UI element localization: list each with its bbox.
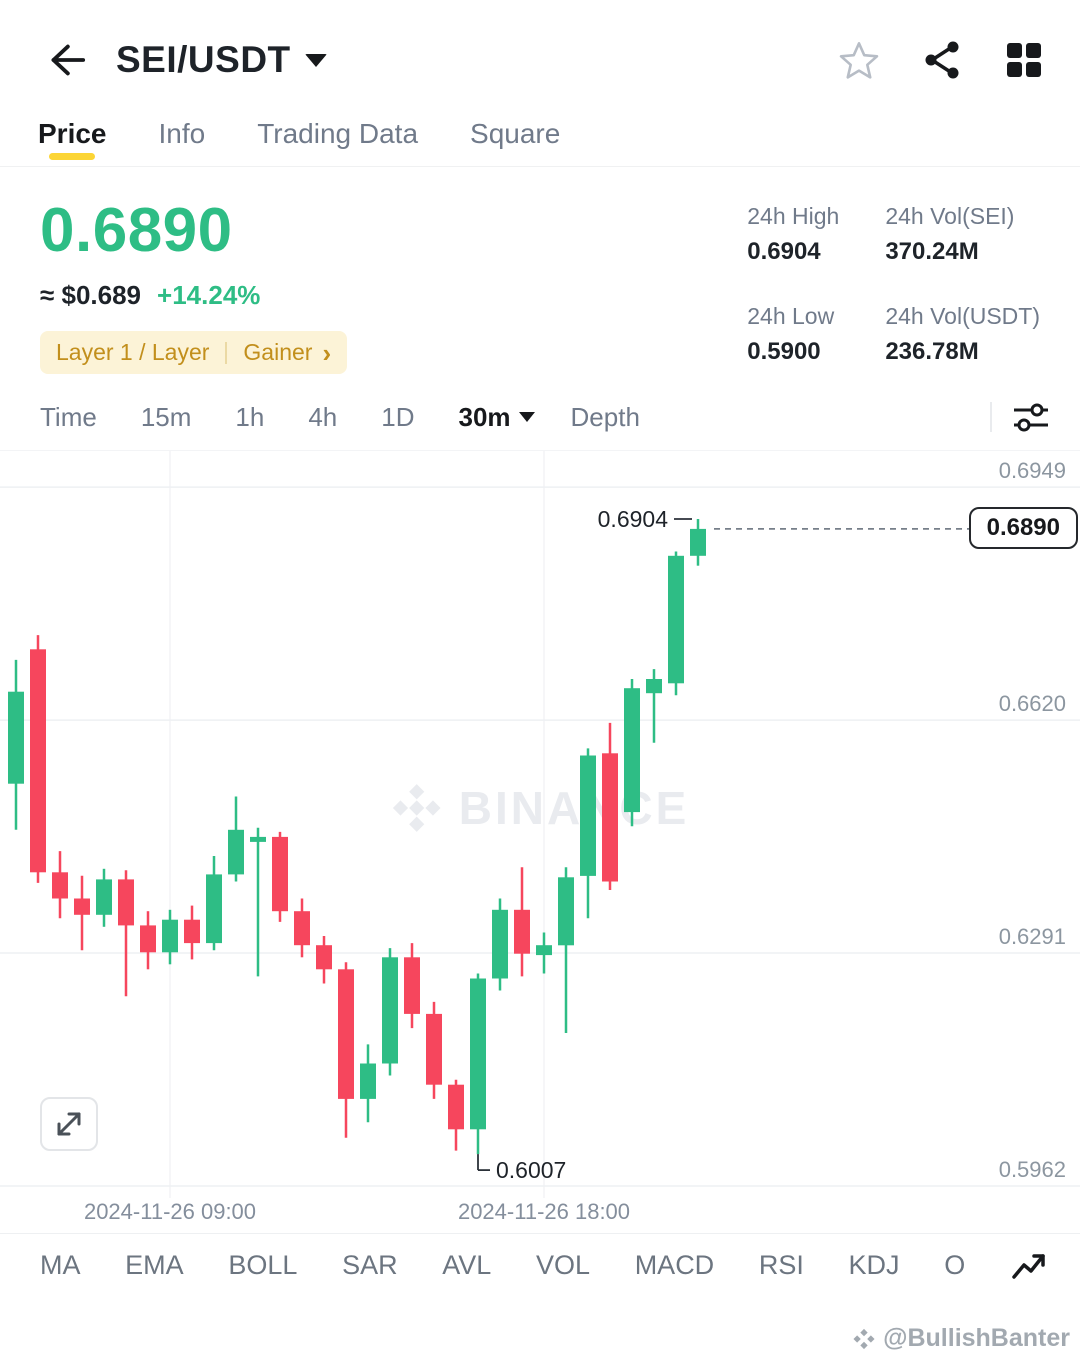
indicator-rsi[interactable]: RSI xyxy=(758,1250,804,1280)
price-change-percent: +14.24% xyxy=(157,280,261,310)
candlestick-chart[interactable]: 0.6949 0.6620 0.6291 0.5962 0.6904 0.6007 xyxy=(0,451,1080,1198)
chart-settings-icon xyxy=(1014,403,1048,432)
stat-value: 370.24M xyxy=(885,238,979,265)
pair-selector[interactable]: SEI/USDT xyxy=(116,39,327,81)
chevron-down-icon xyxy=(518,412,535,422)
page-title: SEI/USDT xyxy=(116,39,291,80)
chevron-down-icon xyxy=(304,53,327,67)
tab-trading-data[interactable]: Trading Data xyxy=(257,106,418,166)
tag-gainer: Gainer xyxy=(243,339,313,365)
tag-divider xyxy=(225,341,228,364)
indicator-vol[interactable]: VOL xyxy=(535,1250,591,1280)
indicator-kdj[interactable]: KDJ xyxy=(848,1250,900,1280)
share-button[interactable] xyxy=(922,39,962,81)
timeframe-30m-selected[interactable]: 30m xyxy=(458,401,535,433)
timeframe-4h[interactable]: 4h xyxy=(308,401,338,432)
back-arrow-icon xyxy=(51,44,86,76)
last-price: 0.6890 xyxy=(40,196,233,265)
tag-layer: Layer 1 / Layer xyxy=(56,339,210,365)
chart-area: BINANCE 0.6949 0.6620 0.6291 0.5962 0.6904 0.… xyxy=(0,450,1080,1198)
svg-text:0.6291: 0.6291 xyxy=(999,924,1066,949)
chevron-right-icon: › xyxy=(322,337,332,368)
stats-grid: 24h High 0.6904 24h Vol(SEI) 370.24M 24h… xyxy=(747,195,1040,374)
selected-timeframe-label: 30m xyxy=(458,401,511,432)
tab-price-label: Price xyxy=(38,118,107,149)
indicator-avl[interactable]: AVL xyxy=(442,1250,492,1280)
binance-watermark: BINANCE xyxy=(391,781,690,835)
expand-icon xyxy=(57,1112,81,1136)
svg-text:0.6949: 0.6949 xyxy=(999,458,1066,483)
indicator-bar: MA EMA BOLL SAR AVL VOL MACD RSI KDJ O xyxy=(0,1233,1080,1297)
stat-label: 24h Vol(SEI) xyxy=(885,203,1015,229)
stat-value: 0.5900 xyxy=(747,337,821,365)
apps-grid-button[interactable] xyxy=(1004,40,1044,80)
tab-price[interactable]: Price xyxy=(38,106,107,166)
indicator-boll[interactable]: BOLL xyxy=(228,1250,298,1280)
price-section: 0.6890 ≈ $0.689 +14.24% Layer 1 / Layer … xyxy=(0,167,1080,374)
category-tags[interactable]: Layer 1 / Layer Gainer › xyxy=(40,331,348,374)
divider xyxy=(990,402,992,432)
stat-value: 0.6904 xyxy=(747,238,821,265)
stat-24h-vol-sei: 24h Vol(SEI) 370.24M xyxy=(885,203,1040,275)
stat-24h-low: 24h Low 0.5900 xyxy=(747,303,839,375)
x-axis-label: 2024-11-26 18:00 xyxy=(457,1199,631,1224)
indicator-sar[interactable]: SAR xyxy=(342,1250,398,1280)
tab-trading-data-label: Trading Data xyxy=(257,118,419,149)
stat-24h-vol-usdt: 24h Vol(USDT) 236.78M xyxy=(885,303,1040,375)
indicator-macd[interactable]: MACD xyxy=(634,1250,715,1280)
timeframe-bar: Time 15m 1h 4h 1D 30m Depth xyxy=(0,374,1080,450)
indicator-obv-partial[interactable]: O xyxy=(944,1250,966,1280)
svg-text:0.6904: 0.6904 xyxy=(598,506,669,532)
x-axis: 2024-11-26 09:00 2024-11-26 18:00 xyxy=(0,1197,1080,1233)
timeframe-1h[interactable]: 1h xyxy=(235,401,265,432)
kline-chart-button[interactable] xyxy=(1010,1247,1050,1285)
x-axis-label: 2024-11-26 09:00 xyxy=(83,1199,257,1224)
credit-text: @BullishBanter xyxy=(883,1324,1070,1352)
timeframe-time[interactable]: Time xyxy=(40,401,97,432)
tab-bar: Price Info Trading Data Square xyxy=(0,100,1080,167)
timeframe-15m[interactable]: 15m xyxy=(140,401,192,432)
credit-watermark: @BullishBanter xyxy=(853,1324,1070,1353)
watermark-text: BINANCE xyxy=(458,782,690,834)
chart-settings-button[interactable] xyxy=(1012,400,1050,434)
depth-button[interactable]: Depth xyxy=(570,401,640,432)
credit-diamond-icon xyxy=(853,1328,875,1349)
stat-label: 24h Vol(USDT) xyxy=(885,302,1040,329)
share-icon xyxy=(925,41,959,79)
kline-chart-icon xyxy=(1012,1253,1045,1279)
active-tab-underline xyxy=(49,153,96,160)
binance-diamond-icon xyxy=(392,784,441,832)
indicator-ma[interactable]: MA xyxy=(40,1250,81,1280)
stat-24h-high: 24h High 0.6904 xyxy=(747,203,839,275)
stat-value: 236.78M xyxy=(885,337,979,365)
header: SEI/USDT xyxy=(0,0,1080,100)
fiat-price: ≈ $0.689 xyxy=(40,280,142,310)
tab-square[interactable]: Square xyxy=(470,106,560,166)
back-button[interactable] xyxy=(36,32,92,88)
timeframe-1d[interactable]: 1D xyxy=(381,401,415,432)
stat-label: 24h Low xyxy=(747,302,835,329)
favorite-star-button[interactable] xyxy=(838,39,880,81)
stat-label: 24h High xyxy=(747,203,840,229)
svg-text:0.6620: 0.6620 xyxy=(999,691,1066,716)
current-price-tag[interactable]: 0.6890 xyxy=(968,506,1078,549)
svg-text:0.5962: 0.5962 xyxy=(999,1157,1066,1182)
tab-info-label: Info xyxy=(158,118,206,149)
indicator-ema[interactable]: EMA xyxy=(125,1250,184,1280)
tab-square-label: Square xyxy=(470,118,561,149)
svg-text:0.6007: 0.6007 xyxy=(496,1157,566,1183)
fullscreen-button[interactable] xyxy=(40,1097,98,1151)
tab-info[interactable]: Info xyxy=(159,106,206,166)
grid-icon xyxy=(1007,43,1041,77)
star-icon xyxy=(839,42,879,79)
